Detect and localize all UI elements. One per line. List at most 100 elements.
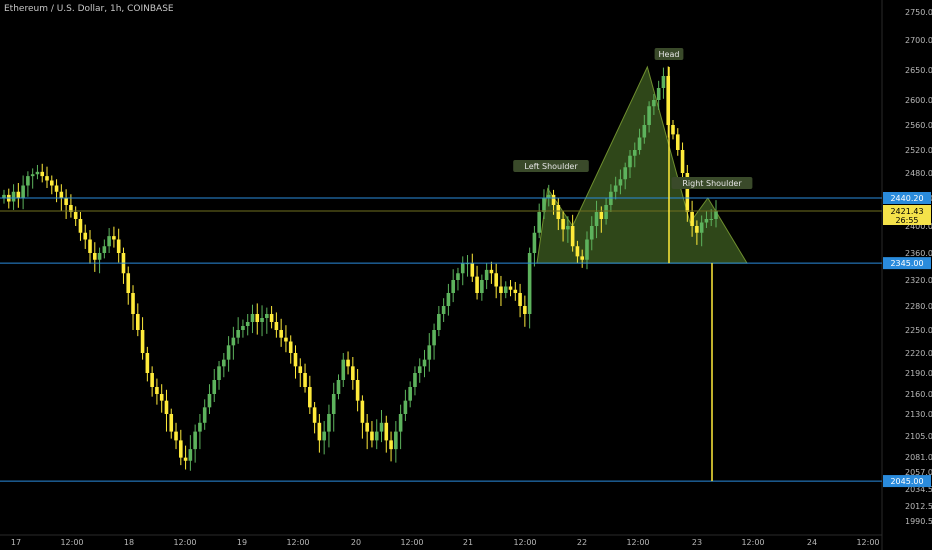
candle-body [11,191,16,202]
candle-body [503,286,508,293]
candle-body [675,134,680,150]
candle-body [88,239,92,253]
x-tick-label: 21 [463,538,473,547]
candle-body [331,394,336,414]
candle-body [628,155,632,168]
annotation-box [513,160,589,172]
candle-body [446,293,451,306]
price-label-box [883,257,931,270]
annotation-box [654,48,684,60]
candle-body [594,212,599,226]
countdown-text: 26:55 [895,216,918,225]
candle-body [508,286,513,290]
candle-body [699,222,704,233]
candle-body [107,236,111,247]
candle-body [135,314,140,330]
candle-body [542,198,546,212]
x-tick-label: 12:00 [60,538,83,547]
candle-body [284,337,288,342]
candle-body [336,380,341,394]
candle-body [145,353,150,373]
candle-body [432,330,436,346]
candle-body [303,373,307,387]
y-tick-label: 2520.00 [905,146,932,155]
candle-body [437,314,441,330]
price-label-text: 2045.00 [890,477,923,486]
x-tick-label: 19 [237,538,247,547]
y-tick-label: 2560.00 [905,121,932,130]
candle-body [523,306,527,314]
candle-body [527,253,532,314]
candle-body [322,431,326,441]
candle-body [355,380,360,401]
candle-body [709,219,714,220]
candle-body [231,337,236,346]
candle-body [293,353,298,367]
candle-body [179,440,183,458]
x-tick-label: 20 [351,538,361,547]
candle-body [83,232,88,240]
candle-body [21,185,25,198]
candle-body [518,293,522,306]
candle-body [379,422,384,432]
candle-body [222,359,226,367]
y-tick-label: 2012.50 [905,502,932,511]
candle-body [245,322,250,326]
x-tick-label: 22 [577,538,587,547]
candle-body [92,253,97,260]
candle-body [45,176,49,181]
candle-body [351,366,355,380]
candle-body [561,219,565,230]
candle-body [207,394,212,408]
candle-body [589,226,594,240]
candle-body [150,373,154,387]
candle-body [570,226,575,247]
y-tick-label: 2160.00 [905,390,932,399]
candle-body [422,359,427,367]
candle-body [317,422,322,441]
candle-body [585,239,589,260]
candle-body [441,306,446,314]
candle-body [499,286,503,293]
candle-body [183,457,188,461]
candle-body [484,269,489,280]
candle-body [695,226,699,233]
candle-body [384,422,389,441]
candle-body [704,219,709,223]
candle-body [365,422,369,432]
candle-body [2,194,6,198]
x-tick-label: 23 [692,538,702,547]
y-tick-label: 2250.00 [905,326,932,335]
y-tick-label: 2057.00 [905,468,932,477]
price-label-box [883,192,931,204]
current-price-text: 2421.43 [890,207,923,216]
candle-body [389,440,393,450]
candle-body [217,366,221,380]
y-tick-label: 2280.00 [905,302,932,311]
candle-body [613,185,618,192]
candle-body [632,150,637,156]
candle-body [427,345,432,360]
candle-body [274,322,279,330]
candle-body [49,180,54,186]
candle-body [40,171,45,177]
candle-body [193,431,197,450]
candle-body [298,366,303,373]
candle-body [656,88,661,100]
y-tick-label: 2034.50 [905,485,932,494]
candle-body [54,185,59,192]
candle-body [73,212,78,219]
x-tick-label: 18 [124,538,134,547]
y-tick-label: 2360.00 [905,249,932,258]
candle-body [398,414,403,432]
price-label-text: 2345.00 [890,259,923,268]
price-label-box [883,475,931,488]
candle-body [417,366,422,373]
candle-body [647,106,651,125]
candle-body [556,205,561,219]
candle-body [265,314,269,318]
candle-body [408,387,412,401]
candle-body [255,314,260,322]
